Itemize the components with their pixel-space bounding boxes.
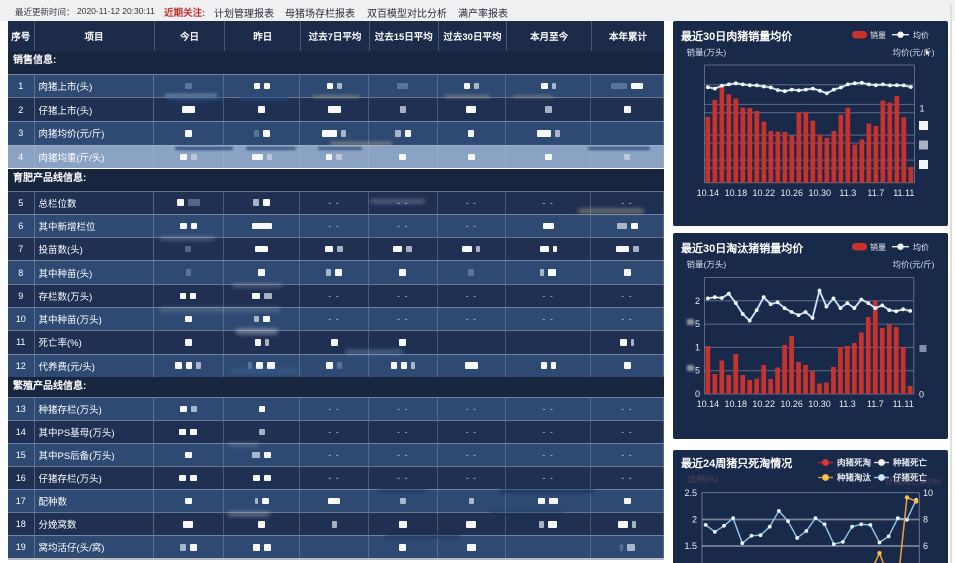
svg-text:比例(%): 比例(%) — [688, 474, 718, 484]
svg-text:5: 5 — [695, 319, 700, 329]
svg-text:均价(元/斤): 均价(元/斤) — [892, 260, 934, 270]
svg-text:10.22: 10.22 — [752, 399, 775, 409]
svg-text:0: 0 — [919, 390, 924, 400]
svg-text:均价: 均价 — [913, 30, 929, 40]
svg-text:10.30: 10.30 — [809, 188, 832, 198]
svg-text:最近30日淘汰猪销量均价: 最近30日淘汰猪销量均价 — [681, 241, 804, 255]
svg-text:11.7: 11.7 — [867, 399, 884, 409]
svg-text:2.5: 2.5 — [684, 488, 697, 498]
svg-text:种猪死亡: 种猪死亡 — [892, 457, 928, 467]
svg-text:10.14: 10.14 — [697, 399, 720, 409]
svg-text:1.5: 1.5 — [684, 541, 697, 551]
svg-text:均价: 均价 — [913, 242, 929, 252]
svg-text:11.3: 11.3 — [839, 399, 856, 409]
svg-text:10.30: 10.30 — [808, 399, 831, 409]
svg-text:6: 6 — [923, 541, 928, 551]
svg-text:均价(元/斤): 均价(元/斤) — [892, 47, 934, 57]
svg-text:销量: 销量 — [870, 242, 886, 252]
svg-text:最近30日肉猪销量均价: 最近30日肉猪销量均价 — [681, 29, 793, 43]
svg-text:11.7: 11.7 — [867, 188, 884, 198]
svg-text:8: 8 — [923, 514, 928, 524]
svg-text:11.3: 11.3 — [839, 188, 856, 198]
svg-text:2: 2 — [695, 296, 700, 306]
svg-text:2: 2 — [692, 514, 697, 524]
svg-text:销量(万头): 销量(万头) — [687, 260, 727, 270]
svg-text:销量: 销量 — [870, 30, 886, 40]
svg-text:10.26: 10.26 — [781, 188, 804, 198]
svg-text:1: 1 — [920, 103, 925, 113]
svg-text:肉猪死淘: 肉猪死淘 — [837, 457, 872, 467]
svg-text:10.14: 10.14 — [697, 188, 720, 198]
svg-text:10: 10 — [923, 488, 933, 498]
svg-text:最近24周猪只死淘情况: 最近24周猪只死淘情况 — [681, 456, 792, 470]
svg-text:11.11: 11.11 — [893, 188, 914, 198]
svg-text:仔猪死亡率(%): 仔猪死亡率(%) — [885, 476, 941, 486]
svg-text:10.26: 10.26 — [780, 399, 803, 409]
svg-text:11.11: 11.11 — [893, 399, 914, 409]
svg-text:销量(万头): 销量(万头) — [687, 47, 727, 57]
svg-text:10.22: 10.22 — [753, 188, 776, 198]
svg-text:仔猪死亡: 仔猪死亡 — [893, 472, 928, 482]
svg-text:种猪淘汰: 种猪淘汰 — [836, 472, 872, 482]
svg-text:5: 5 — [695, 366, 700, 376]
svg-text:10.18: 10.18 — [725, 399, 748, 409]
svg-text:1: 1 — [695, 342, 700, 352]
svg-text:10.18: 10.18 — [725, 188, 748, 198]
svg-text:0: 0 — [695, 389, 700, 399]
